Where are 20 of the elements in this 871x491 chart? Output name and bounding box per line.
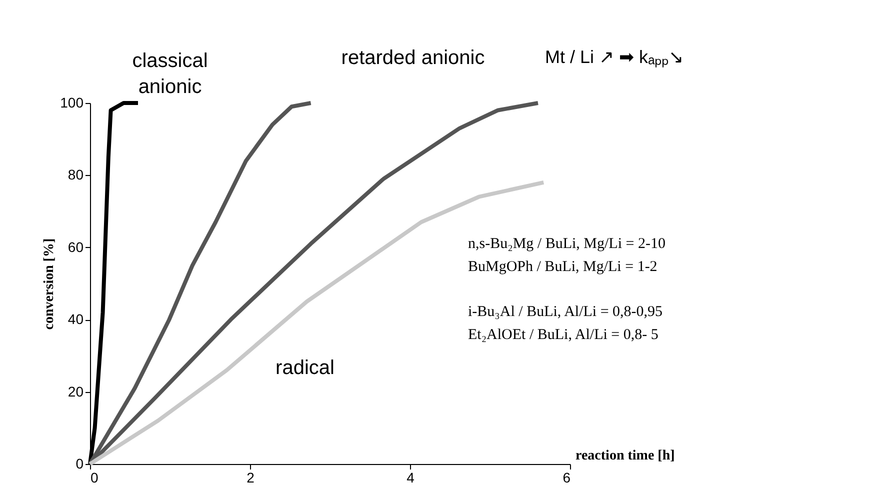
text: Mt / Li ↗ ➡ kₐₚₚ↘	[545, 47, 684, 68]
annotation: Et₂AlOEt / BuLi, Al/Li = 0,8- 5	[468, 327, 658, 343]
y-tick-label: 60	[68, 238, 84, 255]
x-tick-label: 2	[246, 470, 255, 486]
x-axis-title: reaction time [h]	[576, 448, 675, 464]
annotation: n,s-Bu₂Mg / BuLi, Mg/Li = 2-10	[468, 236, 666, 252]
y-tick-label: 20	[68, 383, 84, 400]
x-tick-label: 6	[562, 470, 571, 486]
y-tick-label: 100	[60, 94, 84, 110]
y-tick-label: 0	[76, 456, 84, 472]
y-axis-title: conversion [%]	[42, 238, 58, 330]
annotation: radical	[276, 357, 334, 379]
y-tick-label: 40	[68, 311, 84, 328]
y-tick-label: 80	[68, 166, 84, 183]
text: classical anionic	[132, 50, 208, 98]
annotation: BuMgOPh / BuLi, Mg/Li = 1-2	[468, 259, 658, 275]
x-tick-label: 0	[90, 470, 98, 486]
annotation: i-Bu₃Al / BuLi, Al/Li = 0,8-0,95	[468, 304, 663, 320]
x-tick-label: 4	[406, 470, 415, 486]
text: retarded anionic	[341, 47, 485, 69]
